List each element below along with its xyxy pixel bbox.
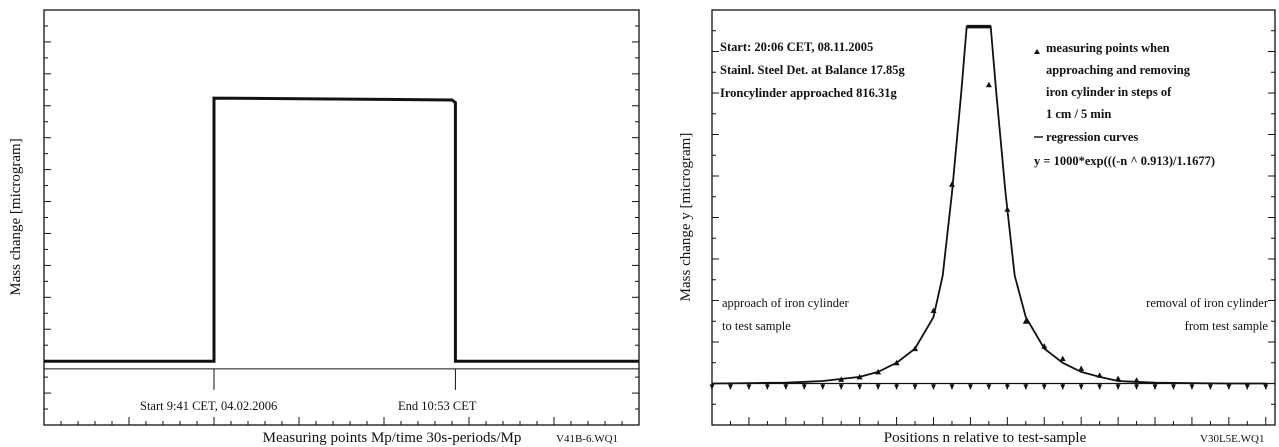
right-measuring-point (875, 368, 882, 375)
right-step-triangle (912, 384, 918, 390)
right-detector-line: Stainl. Steel Det. at Balance 17.85g (720, 63, 905, 77)
right-measuring-point (1022, 318, 1029, 324)
right-step-triangle (931, 384, 937, 390)
right-step-triangle (1115, 384, 1121, 390)
right-step-triangle (746, 384, 752, 390)
right-legend-line-3: iron cylinder in steps of (1046, 85, 1172, 99)
left-file-label: V41B-6.WQ1 (556, 433, 618, 445)
right-measuring-point (856, 373, 863, 380)
right-legend-line-2: approaching and removing (1046, 63, 1191, 77)
right-step-triangle (1244, 384, 1250, 390)
right-ticks (709, 9, 1275, 426)
right-step-triangle (820, 384, 826, 390)
right-measuring-point (930, 307, 937, 313)
right-measuring-point (1059, 355, 1066, 362)
left-x-axis-title: Measuring points Mp/time 30s-periods/Mp (263, 430, 522, 446)
right-step-triangle (1004, 384, 1010, 390)
left-end-annotation: End 10:53 CET (398, 399, 477, 413)
right-step-triangle (764, 384, 770, 390)
right-step-triangle (967, 384, 973, 390)
right-measuring-point (1096, 372, 1103, 378)
right-measuring-point (1078, 365, 1085, 372)
left-ticks (43, 9, 640, 426)
right-step-triangle (1189, 384, 1195, 390)
right-legend-line-4: 1 cm / 5 min (1046, 107, 1111, 121)
right-start-line: Start: 20:06 CET, 08.11.2005 (720, 40, 873, 54)
left-y-axis-title: Mass change [microgram] (8, 138, 24, 295)
right-step-triangle (838, 384, 844, 390)
right-legend-triangle-icon (1034, 49, 1040, 54)
right-chart: Start: 20:06 CET, 08.11.2005 Stainl. Ste… (678, 9, 1276, 446)
right-regression-curve (711, 25, 1266, 385)
right-y-axis-title: Mass change y [microgram] (678, 133, 694, 302)
left-plot-frame (43, 9, 640, 426)
right-step-triangle (709, 384, 715, 390)
right-step-triangle (1226, 384, 1232, 390)
right-measuring-point (948, 181, 955, 187)
right-measuring-point (1115, 375, 1122, 382)
left-chart: Start 9:41 CET, 04.02.2006 End 10:53 CET… (8, 9, 640, 446)
right-measuring-point (893, 359, 900, 366)
right-step-triangle (801, 384, 807, 390)
right-removal-label-1: removal of iron cylinder (1146, 296, 1269, 310)
right-step-triangle (1170, 384, 1176, 390)
right-step-triangle (1023, 384, 1029, 390)
right-measuring-points (838, 81, 1140, 383)
right-removal-label-2: from test sample (1185, 319, 1269, 333)
left-start-annotation: Start 9:41 CET, 04.02.2006 (140, 399, 277, 413)
right-step-triangle (857, 384, 863, 390)
right-step-triangle (1060, 384, 1066, 390)
right-step-triangle (1134, 384, 1140, 390)
left-series-line (44, 96, 639, 363)
right-file-label: V30L5E.WQ1 (1200, 433, 1264, 445)
right-legend-line-5: regression curves (1046, 130, 1138, 144)
right-step-triangle (986, 384, 992, 390)
right-measuring-point (1004, 206, 1011, 212)
right-step-triangle (894, 384, 900, 390)
right-measuring-point (1041, 343, 1048, 349)
right-measuring-point (912, 345, 919, 352)
right-legend-formula: y = 1000*exp(((-n ^ 0.913)/1.1677) (1034, 154, 1215, 168)
right-step-triangle (1263, 384, 1269, 390)
right-legend-line-1: measuring points when (1046, 41, 1170, 55)
right-step-triangle (875, 384, 881, 390)
right-step-triangle (1207, 384, 1213, 390)
right-step-triangle (949, 384, 955, 390)
right-measuring-point (985, 81, 992, 88)
right-step-triangle (1152, 384, 1158, 390)
right-step-triangle (1041, 384, 1047, 390)
right-step-triangle (1097, 384, 1103, 390)
right-step-triangle (783, 384, 789, 390)
right-cylinder-line: Ironcylinder approached 816.31g (720, 86, 898, 100)
right-measuring-point (838, 376, 845, 382)
right-step-triangle (727, 384, 733, 390)
right-measuring-point (1133, 377, 1140, 383)
right-approach-label-1: approach of iron cylinder (722, 296, 850, 310)
right-step-triangle (1078, 384, 1084, 390)
right-x-axis-title: Positions n relative to test-sample (884, 430, 1087, 446)
right-approach-label-2: to test sample (722, 319, 791, 333)
